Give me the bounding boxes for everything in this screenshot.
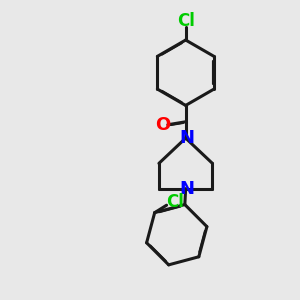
Text: N: N [180,129,195,147]
Text: O: O [155,116,170,134]
Text: N: N [180,180,195,198]
Text: Cl: Cl [166,193,184,211]
Text: Cl: Cl [177,12,195,30]
